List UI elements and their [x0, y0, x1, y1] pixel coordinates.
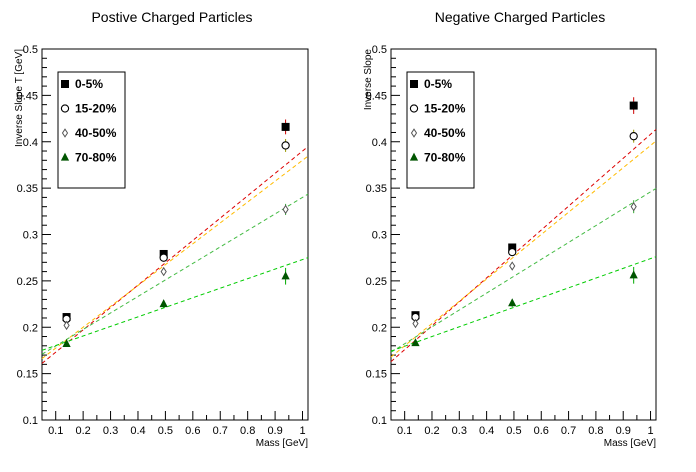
legend-label: 70-80% — [424, 151, 466, 165]
y-tick-label: 0.25 — [17, 276, 38, 288]
legend-marker — [409, 104, 419, 113]
x-tick-label: 0.1 — [48, 425, 63, 437]
data-point — [629, 101, 638, 110]
x-tick-label: 0.9 — [267, 425, 282, 437]
legend-label: 40-50% — [75, 126, 117, 140]
legend-marker — [60, 104, 70, 113]
panel-title: Negative Charged Particles — [435, 9, 605, 25]
x-tick-label: 0.9 — [616, 425, 631, 437]
fit-line — [390, 256, 657, 352]
x-tick-label: 0.5 — [158, 425, 173, 437]
fit-line — [41, 257, 309, 351]
y-tick-label: 0.25 — [366, 276, 387, 288]
data-point — [630, 201, 637, 212]
y-axis-label: Inverse Slope T [GeV] — [14, 49, 25, 147]
y-tick-label: 0.45 — [17, 90, 38, 102]
legend-label: 70-80% — [75, 151, 117, 165]
data-point — [282, 204, 289, 215]
plot-area-positive: 0.1 0.2 0.3 0.4 0.5 0.6 0.7 0.8 0.9 1 0.1 0.15 0.2 0.… — [14, 44, 309, 449]
fit-line — [390, 188, 657, 353]
fit-line — [390, 140, 657, 358]
data-point — [281, 122, 290, 131]
data-point — [629, 132, 638, 141]
x-tick-label: 0.3 — [452, 425, 467, 437]
data-point — [62, 339, 71, 348]
y-axis-label: Inverse Slope — [363, 49, 374, 111]
data-point — [411, 338, 420, 347]
y-tick-label: 0.5 — [23, 44, 38, 56]
legend-label: 15-20% — [75, 102, 117, 116]
legend-box — [406, 71, 475, 189]
legend-marker — [61, 128, 69, 138]
data-point — [63, 320, 70, 331]
plot-area-negative: 0.1 0.2 0.3 0.4 0.5 0.6 0.7 0.8 0.9 1 0.1 0.15 0.2 0.… — [363, 44, 657, 449]
y-tick-label: 0.3 — [372, 230, 387, 242]
x-axis-label: Mass [GeV] — [256, 438, 308, 449]
data-point — [159, 299, 168, 308]
panel-positive: Postive Charged Particles 0.1 0.2 0.3 0.4 0.… — [14, 9, 309, 449]
y-tick-label: 0.45 — [366, 90, 387, 102]
y-tick-label: 0.35 — [366, 183, 387, 195]
x-tick-label: 0.4 — [479, 425, 494, 437]
legend-label: 0-5% — [75, 77, 103, 91]
legend-marker — [410, 80, 418, 88]
x-tick-label: 0.1 — [397, 425, 412, 437]
y-tick-label: 0.1 — [372, 415, 387, 427]
data-point — [509, 261, 516, 271]
x-tick-label: 0.8 — [240, 425, 255, 437]
fit-line — [41, 193, 309, 355]
x-tick-label: 0.2 — [424, 425, 439, 437]
x-tick-label: 0.6 — [534, 425, 549, 437]
y-tick-label: 0.2 — [372, 322, 387, 334]
data-point — [281, 271, 290, 280]
fit-line — [390, 129, 657, 363]
x-tick-label: 1 — [647, 425, 653, 437]
y-tick-label: 0.4 — [23, 137, 38, 149]
y-tick-label: 0.2 — [23, 322, 38, 334]
legend-box — [57, 71, 126, 189]
legend-marker — [409, 152, 419, 161]
legend-marker — [60, 152, 70, 161]
data-point — [629, 270, 638, 279]
x-tick-label: 0.2 — [75, 425, 90, 437]
legend-label: 0-5% — [424, 77, 452, 91]
x-tick-label: 0.4 — [130, 425, 145, 437]
legend-marker — [61, 80, 69, 88]
x-tick-label: 0.3 — [103, 425, 118, 437]
y-tick-label: 0.15 — [17, 369, 38, 381]
data-point — [159, 253, 168, 262]
y-tick-label: 0.5 — [372, 44, 387, 56]
data-point — [160, 266, 167, 277]
y-tick-label: 0.35 — [17, 183, 38, 195]
data-point — [281, 141, 290, 150]
panel-title: Postive Charged Particles — [91, 9, 252, 25]
x-tick-label: 0.7 — [561, 425, 576, 437]
data-point — [508, 247, 517, 257]
y-tick-label: 0.15 — [366, 369, 387, 381]
legend-label: 40-50% — [424, 126, 466, 140]
x-tick-label: 0.5 — [506, 425, 521, 437]
data-point — [508, 298, 517, 307]
x-tick-label: 0.8 — [588, 425, 603, 437]
x-tick-label: 1 — [299, 425, 305, 437]
x-tick-label: 0.6 — [185, 425, 200, 437]
legend-marker — [410, 128, 418, 138]
legend-label: 15-20% — [424, 102, 466, 116]
x-axis-label: Mass [GeV] — [604, 438, 656, 449]
y-tick-label: 0.4 — [372, 137, 387, 149]
panel-negative: Negative Charged Particles 0.1 0.2 0.3 0.4 0… — [363, 9, 657, 449]
y-tick-label: 0.1 — [23, 415, 38, 427]
data-point — [412, 318, 419, 329]
y-tick-label: 0.3 — [23, 230, 38, 242]
x-tick-label: 0.7 — [213, 425, 228, 437]
